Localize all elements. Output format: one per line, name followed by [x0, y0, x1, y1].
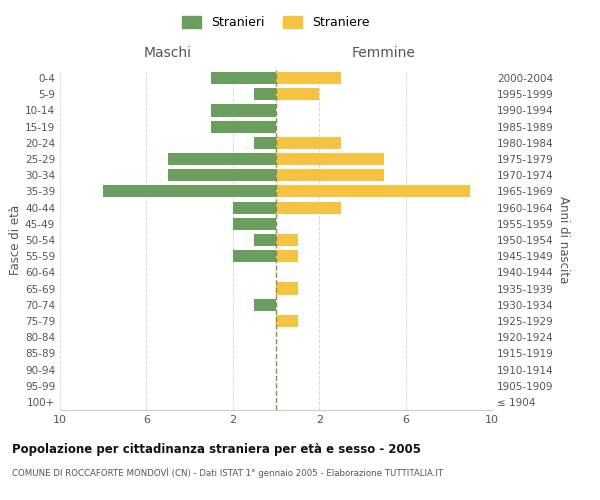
Legend: Stranieri, Straniere: Stranieri, Straniere [178, 11, 374, 34]
Bar [211, 120, 276, 132]
Bar [233, 218, 276, 230]
Bar [276, 186, 470, 198]
Bar [276, 282, 298, 294]
Bar [276, 234, 298, 246]
Bar [254, 137, 276, 149]
Bar [276, 250, 298, 262]
Bar [233, 202, 276, 213]
Bar [276, 153, 384, 165]
Bar [254, 88, 276, 101]
Y-axis label: Anni di nascita: Anni di nascita [557, 196, 570, 284]
Bar [276, 315, 298, 327]
Bar [254, 234, 276, 246]
Bar [276, 88, 319, 101]
Text: Femmine: Femmine [352, 46, 416, 60]
Bar [276, 72, 341, 84]
Bar [276, 202, 341, 213]
Bar [211, 72, 276, 84]
Text: Popolazione per cittadinanza straniera per età e sesso - 2005: Popolazione per cittadinanza straniera p… [12, 442, 421, 456]
Bar [168, 169, 276, 181]
Text: COMUNE DI ROCCAFORTE MONDOVÌ (CN) - Dati ISTAT 1° gennaio 2005 - Elaborazione TU: COMUNE DI ROCCAFORTE MONDOVÌ (CN) - Dati… [12, 468, 443, 478]
Bar [276, 137, 341, 149]
Bar [233, 250, 276, 262]
Bar [276, 169, 384, 181]
Bar [103, 186, 276, 198]
Bar [168, 153, 276, 165]
Y-axis label: Fasce di età: Fasce di età [9, 205, 22, 275]
Text: Maschi: Maschi [144, 46, 192, 60]
Bar [211, 104, 276, 117]
Bar [254, 298, 276, 311]
